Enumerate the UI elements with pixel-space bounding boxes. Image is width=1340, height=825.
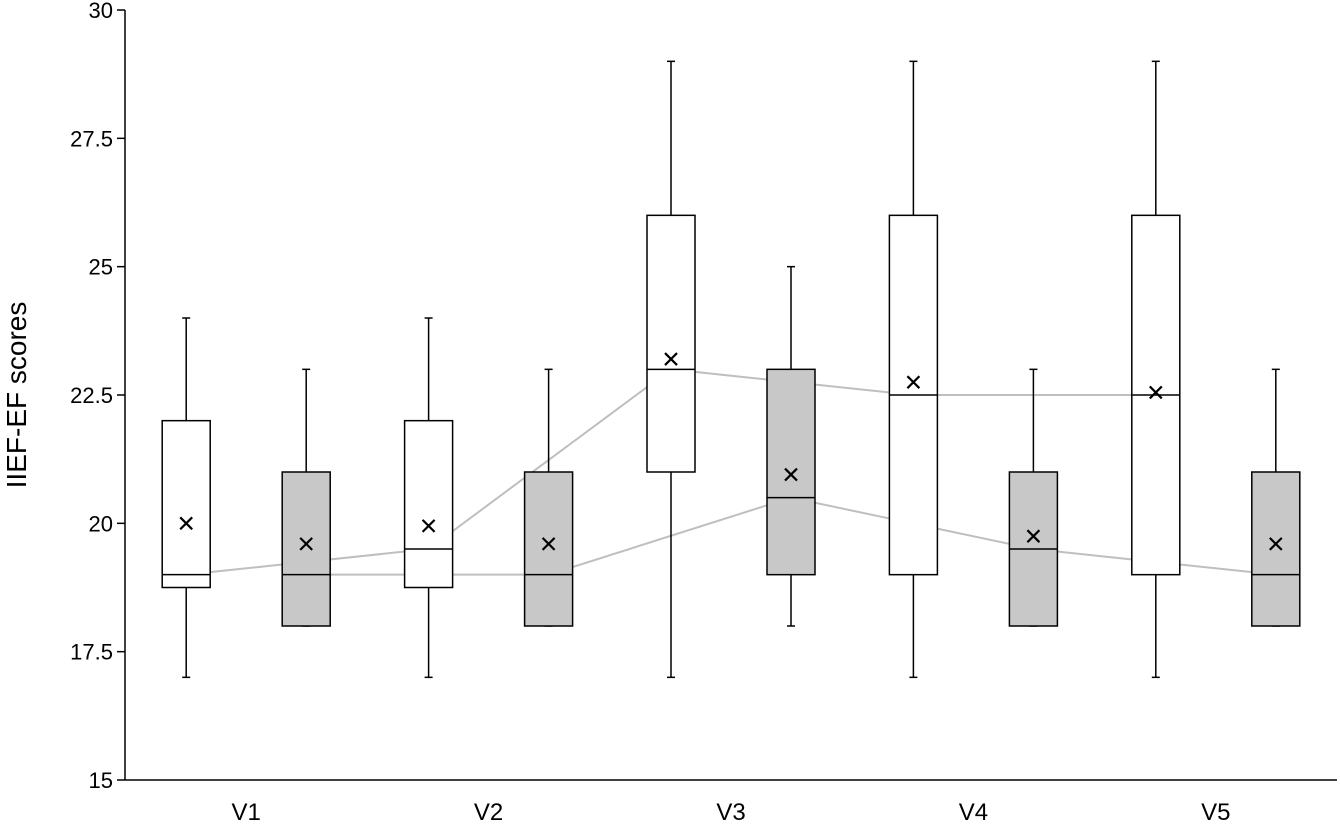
x-category-labels: V1 V2 V3 V4 V5 [232,799,1231,825]
box-rect [403,419,454,589]
box-item [646,60,696,679]
box-item [403,317,454,679]
y-tick-label: 30 [89,0,113,23]
mean-marker [541,537,556,551]
x-category-label: V5 [1201,799,1230,825]
y-axis-title: IIEF-EF scores [1,302,32,489]
box-group [161,60,1301,679]
box-item [888,60,939,679]
y-tick-label: 20 [89,511,113,536]
x-category-label: V3 [716,799,745,825]
x-category-label: V1 [232,799,261,825]
box-rect [523,471,574,627]
box-rect [646,214,696,473]
box-item [1251,368,1301,627]
box-rect [161,419,211,589]
box-item [161,317,211,679]
box-rect [281,471,331,627]
mean-marker [1269,537,1283,551]
box-item [281,368,331,627]
y-tick-label: 25 [89,255,113,280]
y-ticks: 15 17.5 20 22.5 25 27.5 30 [70,0,125,793]
box-item [766,265,816,627]
mean-marker [299,537,313,551]
mean-marker [906,375,921,389]
y-tick-label: 22.5 [70,383,113,408]
box-item [1131,60,1181,679]
y-tick-label: 17.5 [70,640,113,665]
box-rect [1251,471,1301,627]
box-item [1008,368,1059,627]
x-category-label: V2 [474,799,503,825]
box-rect [766,368,816,576]
median-trend-lines [186,368,1276,576]
mean-marker [421,519,436,533]
mean-marker [1026,529,1041,543]
mean-marker [664,352,678,366]
y-tick-label: 15 [89,768,113,793]
mean-marker [179,516,193,531]
mean-marker [784,467,798,482]
box-item [523,368,574,627]
y-tick-label: 27.5 [70,126,113,151]
mean-marker [1149,385,1163,400]
x-category-label: V4 [959,799,988,825]
